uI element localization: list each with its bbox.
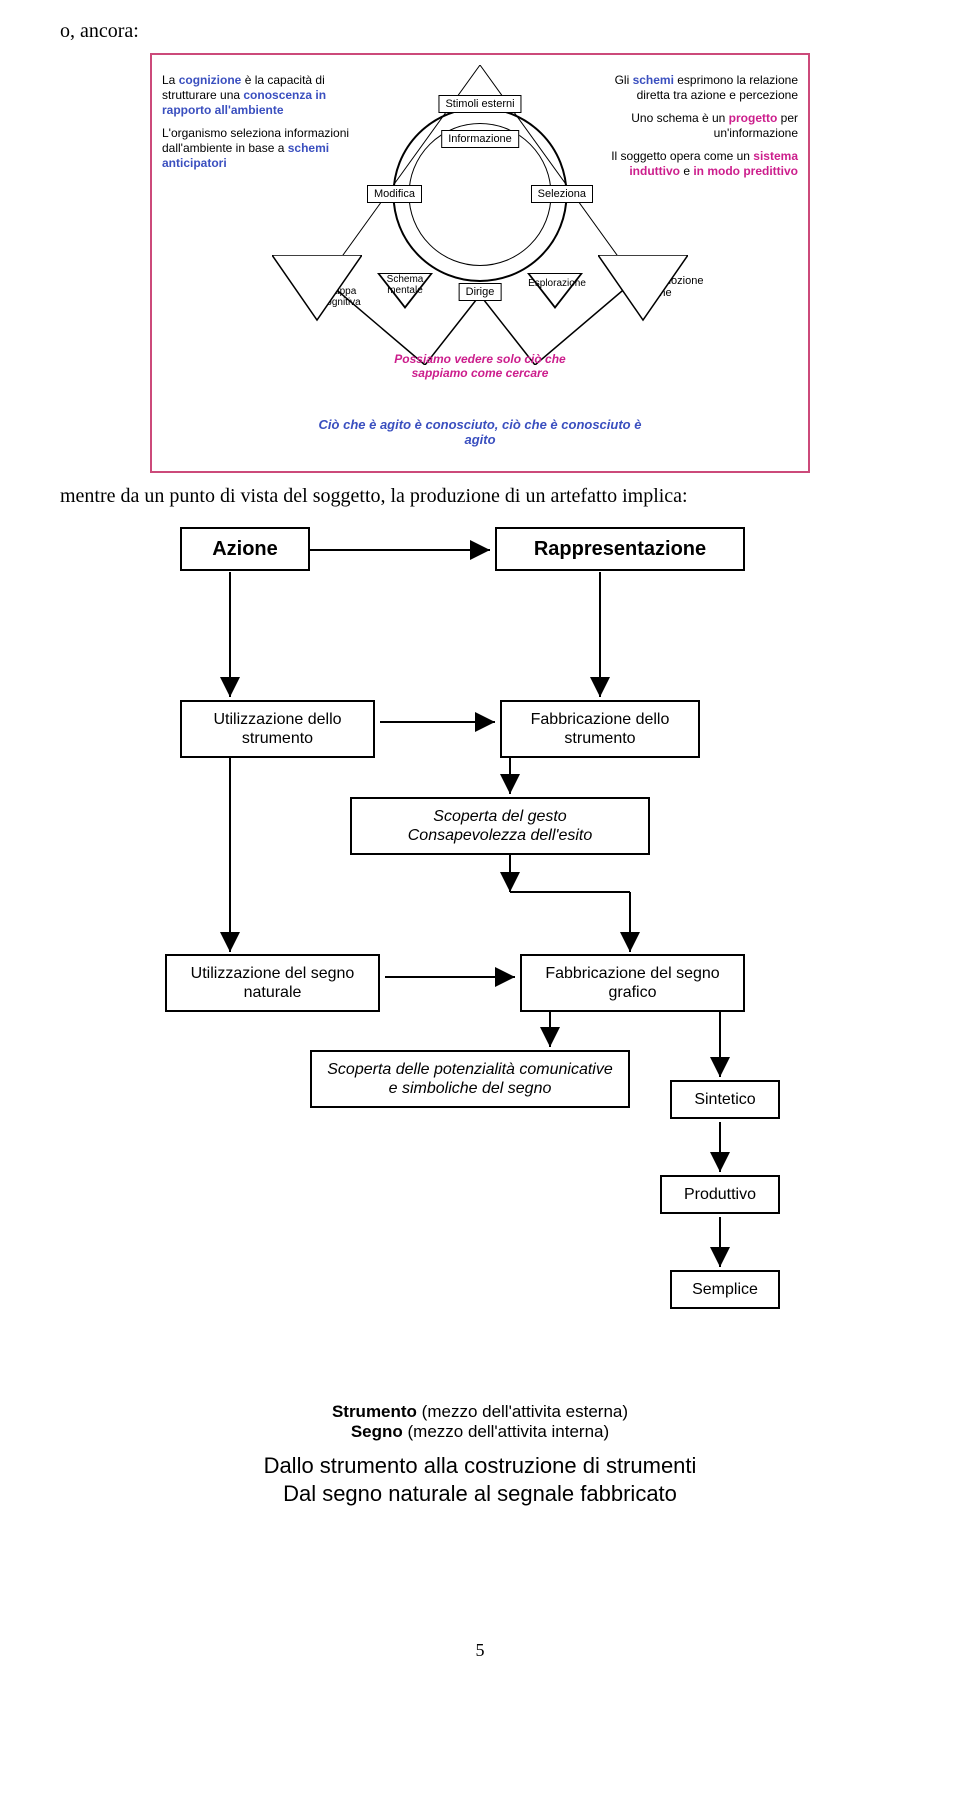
cap-strumento: Strumento (mezzo dell'attivita esterna) <box>160 1402 800 1422</box>
t: in modo predittivo <box>693 164 798 178</box>
t: e <box>680 164 693 178</box>
box-util-strumento: Utilizzazione dello strumento <box>180 700 375 758</box>
box-rappresentazione: Rappresentazione <box>495 527 745 571</box>
node-seleziona: Seleziona <box>531 185 593 203</box>
page-number: 5 <box>60 1640 900 1661</box>
intro-text: o, ancora: <box>60 20 900 43</box>
lbl-schema: Schema mentale <box>373 275 437 296</box>
d1-agito-conosciuto: Ciò che è agito è conosciuto, ciò che è … <box>310 417 650 447</box>
flow-caption: Strumento (mezzo dell'attivita esterna) … <box>160 1402 800 1507</box>
diagram-cognition: La cognizione è la capacità di struttura… <box>150 53 810 473</box>
t: Strumento <box>332 1402 417 1421</box>
node-informazione: Informazione <box>441 130 519 148</box>
tri-right-big <box>598 255 688 325</box>
t: schemi <box>633 73 674 87</box>
tri-left-big <box>272 255 362 325</box>
box-scoperta-gesto: Scoperta del gesto Consapevolezza dell'e… <box>350 797 650 855</box>
node-modifica: Modifica <box>367 185 422 203</box>
t: (mezzo dell'attivita esterna) <box>417 1402 628 1421</box>
node-stimoli: Stimoli esterni <box>438 95 521 113</box>
box-sintetico: Sintetico <box>670 1080 780 1119</box>
t: Segno <box>351 1422 403 1441</box>
t: (mezzo dell'attivita interna) <box>403 1422 609 1441</box>
t: cognizione <box>179 73 242 87</box>
box-scoperta-pot: Scoperta delle potenzialità comunicative… <box>310 1050 630 1108</box>
flow-arrows <box>160 522 800 1522</box>
t: La <box>162 73 179 87</box>
cap-big2: Dal segno naturale al segnale fabbricato <box>160 1480 800 1508</box>
d1-center-graphic: Stimoli esterni Informazione Modifica Se… <box>325 65 635 325</box>
t: Uno schema è un <box>631 111 728 125</box>
box-azione: Azione <box>180 527 310 571</box>
bridge-text: mentre da un punto di vista del soggetto… <box>60 485 900 508</box>
lbl-esplor: Esplorazione <box>525 279 589 290</box>
box-util-segno: Utilizzazione del segno naturale <box>165 954 380 1012</box>
d1-possiamo-vedere: Possiamo vedere solo ciò che sappiamo co… <box>375 353 585 381</box>
t: progetto <box>729 111 778 125</box>
cap-big1: Dallo strumento alla costruzione di stru… <box>160 1452 800 1480</box>
box-produttivo: Produttivo <box>660 1175 780 1214</box>
node-dirige: Dirige <box>459 283 502 301</box>
box-fabbr-segno: Fabbricazione del segno grafico <box>520 954 745 1012</box>
box-fabbr-strumento: Fabbricazione dello strumento <box>500 700 700 758</box>
box-semplice: Semplice <box>670 1270 780 1309</box>
diagram-flow: Azione Rappresentazione Utilizzazione de… <box>160 522 800 1622</box>
cap-segno: Segno (mezzo dell'attivita interna) <box>160 1422 800 1442</box>
